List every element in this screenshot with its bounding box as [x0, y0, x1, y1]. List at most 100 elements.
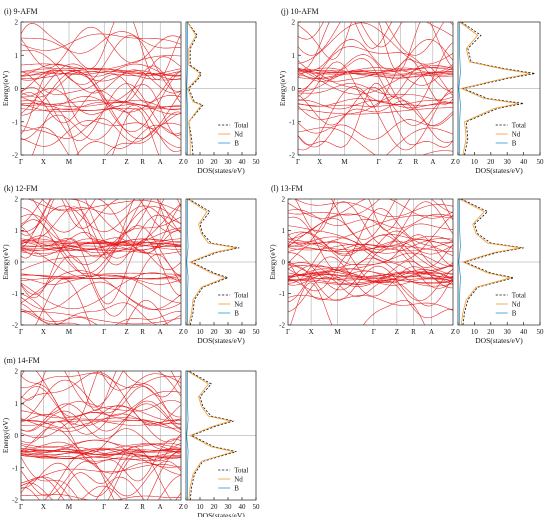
band-line — [21, 371, 181, 425]
y-tick-label: 1 — [15, 52, 19, 60]
band-line — [32, 108, 160, 155]
band-line — [21, 272, 181, 277]
band-line — [298, 22, 453, 72]
band-line — [21, 22, 181, 81]
band-line — [21, 214, 181, 265]
band-line — [21, 83, 181, 142]
band-line — [21, 450, 172, 500]
band-line — [21, 206, 181, 274]
x-tick-label: 40 — [239, 158, 247, 166]
band-line — [288, 273, 453, 283]
band-line — [21, 105, 181, 153]
band-line — [21, 120, 181, 148]
band-line — [288, 272, 453, 280]
y-tick-label: 0 — [15, 259, 19, 267]
band-line — [21, 100, 181, 111]
band-line — [21, 31, 181, 54]
y-tick-label: -2 — [279, 322, 285, 330]
band-line — [298, 22, 445, 56]
x-tick-label: 50 — [537, 158, 545, 166]
band-line — [21, 419, 181, 429]
y-tick-label: 1 — [15, 227, 19, 235]
kpoint-label: Γ — [102, 158, 106, 166]
band-line — [21, 244, 181, 251]
band-line — [41, 199, 136, 215]
dos-series-nd — [459, 21, 531, 156]
band-line — [21, 226, 181, 258]
y-tick-label: 2 — [15, 19, 19, 27]
kpoint-label: Z — [179, 328, 183, 336]
kpoint-label: Z — [179, 158, 183, 166]
band-line — [21, 238, 181, 252]
x-axis-label: DOS(states/eV) — [475, 166, 523, 175]
y-tick-label: 0 — [282, 259, 286, 267]
band-line — [21, 302, 181, 325]
y-tick-label: 1 — [282, 227, 286, 235]
band-line — [21, 443, 181, 458]
band-line — [21, 446, 181, 455]
dos-series-b — [458, 22, 461, 155]
legend-label: B — [234, 485, 239, 493]
band-line — [75, 124, 181, 155]
band-line — [21, 371, 181, 412]
band-line — [298, 82, 453, 148]
kpoint-label: M — [66, 328, 73, 336]
band-line — [21, 35, 181, 92]
band-line — [21, 102, 181, 108]
band-line — [298, 127, 453, 155]
x-axis-label: DOS(states/eV) — [475, 336, 523, 345]
band-line — [21, 219, 181, 271]
y-axis-label: Energy(eV) — [1, 70, 10, 106]
band-line — [21, 95, 181, 113]
x-tick-label: 10 — [197, 503, 205, 511]
band-line — [21, 70, 181, 132]
band-line — [21, 205, 181, 233]
legend-label: Total — [234, 122, 248, 130]
band-line — [288, 238, 453, 254]
y-tick-label: -2 — [12, 497, 18, 505]
band-line — [330, 199, 453, 240]
x-tick-label: 50 — [253, 158, 261, 166]
y-tick-label: 0 — [292, 85, 296, 93]
band-line — [21, 441, 181, 475]
x-tick-label: 0 — [184, 158, 188, 166]
kpoint-label: R — [413, 158, 418, 166]
band-line — [21, 476, 181, 500]
band-line — [21, 67, 181, 81]
dos-series-total — [461, 21, 536, 156]
band-line — [298, 86, 453, 126]
kpoint-label: X — [41, 503, 46, 511]
kpoint-label: A — [158, 158, 163, 166]
band-line — [288, 272, 453, 285]
band-line — [21, 400, 181, 440]
band-line — [288, 199, 453, 219]
band-line — [298, 100, 453, 148]
band-lines — [21, 371, 181, 500]
x-tick-label: 30 — [504, 328, 512, 336]
band-line — [288, 294, 453, 311]
band-line — [288, 201, 453, 246]
kpoint-label: Z — [179, 503, 183, 511]
band-line — [21, 494, 181, 500]
kpoint-label: M — [334, 328, 341, 336]
band-line — [298, 68, 453, 86]
band-line — [21, 379, 181, 422]
band-line — [21, 448, 181, 452]
y-axis-label: Energy(eV) — [268, 244, 277, 280]
band-line — [298, 67, 453, 76]
band-line — [21, 386, 181, 418]
dos-series-total — [188, 370, 237, 501]
band-line — [298, 65, 453, 95]
legend-label: Total — [512, 122, 526, 130]
y-tick-label: -2 — [12, 322, 18, 330]
kpoint-label: Z — [124, 158, 128, 166]
band-line — [21, 405, 181, 422]
x-tick-label: 10 — [471, 158, 479, 166]
band-line — [288, 276, 453, 319]
y-axis-label: Energy(eV) — [278, 70, 287, 106]
band-line — [288, 209, 453, 229]
band-line — [298, 64, 453, 103]
dos-series-nd — [459, 198, 521, 326]
